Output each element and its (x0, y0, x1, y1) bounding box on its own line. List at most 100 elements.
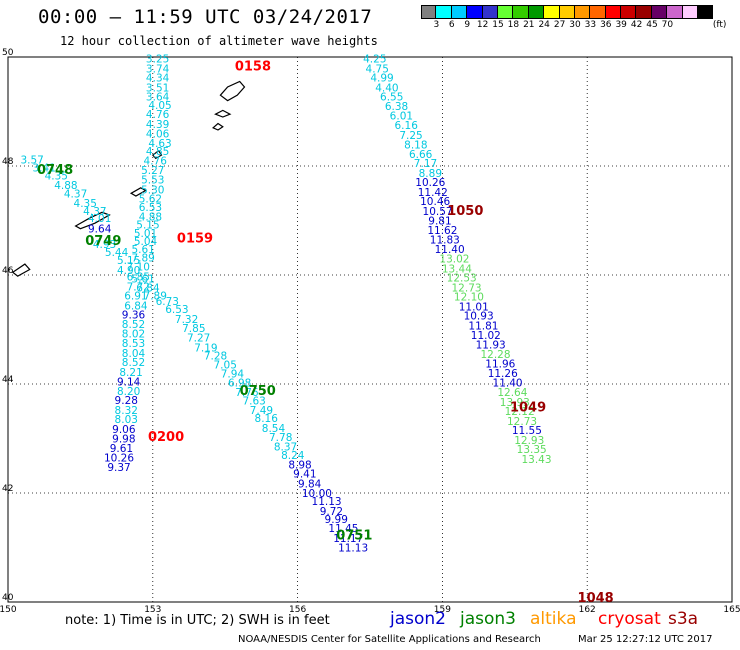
pass-time-label: 0748 (37, 163, 73, 178)
wave-height-value: 6.73 (156, 296, 179, 308)
satellite-name: jason2 (390, 609, 446, 629)
wave-height-value: 5.30 (141, 184, 164, 196)
wave-height-value: 10.26 (104, 452, 134, 464)
legend-label: 36 (600, 20, 612, 30)
wave-height-value: 5.44 (105, 247, 129, 259)
legend-swatch (621, 5, 637, 19)
legend-swatch (436, 5, 452, 19)
wave-height-value: 13.44 (442, 263, 472, 275)
wave-height-value: 9.28 (115, 395, 138, 407)
wave-height-value: 11.01 (459, 301, 489, 313)
legend-swatch (544, 5, 560, 19)
wave-height-value: 13.43 (521, 454, 551, 466)
legend-swatch (467, 5, 483, 19)
wave-height-value: 8.24 (281, 450, 305, 462)
wave-height-value: 10.26 (415, 177, 445, 189)
land-outline (151, 149, 163, 160)
legend-label: 39 (615, 20, 627, 30)
wave-height-value: 11.81 (468, 321, 498, 333)
wave-height-value: 10.57 (423, 206, 453, 218)
legend-label: 18 (507, 20, 520, 30)
wave-height-value: 9.06 (112, 424, 136, 436)
legend-label: 70 (661, 20, 674, 30)
lat-tick-label: 44 (2, 375, 14, 385)
wave-height-value: 12.73 (507, 416, 537, 428)
wave-height-value: 11.40 (435, 244, 465, 256)
legend-swatch (636, 5, 652, 19)
legend-label: 45 (646, 20, 658, 30)
wave-height-value: 7.89 (131, 252, 154, 264)
lat-tick-label: 40 (2, 593, 14, 603)
wave-height-value: 4.25 (363, 53, 386, 65)
wave-height-value: 8.21 (119, 367, 142, 379)
wave-height-value: 9.99 (325, 514, 348, 526)
wave-height-value: 11.02 (471, 330, 501, 342)
wave-height-value: 6.85 (127, 271, 150, 283)
map-subtitle: 12 hour collection of altimeter wave hei… (60, 34, 378, 48)
satellite-name: cryosat (598, 609, 661, 629)
wave-height-value: 4.93 (93, 239, 116, 251)
wave-height-value: 4.37 (83, 206, 106, 218)
wave-height-value: 7.72 (127, 281, 150, 293)
legend-label: 42 (630, 20, 643, 30)
wave-height-value: 9.36 (122, 310, 146, 322)
wave-height-value: 4.05 (148, 100, 171, 112)
wave-height-value: 4.76 (146, 109, 170, 121)
land-outline (214, 109, 232, 118)
wave-height-value: 4.40 (375, 82, 398, 94)
map-frame (7, 56, 733, 603)
lat-tick-label: 46 (2, 266, 14, 276)
lat-tick-label: 50 (2, 48, 14, 58)
footer-note: note: 1) Time is in UTC; 2) SWH is in fe… (65, 613, 330, 628)
wave-height-value: 7.10 (127, 262, 150, 274)
wave-height-value: 9.72 (320, 506, 343, 518)
legend-labels: 3 6 9 12 15 18 21 24 27 30 33 36 39 42 45 70 (ft) (421, 19, 727, 31)
wave-height-value: 4.99 (370, 73, 393, 85)
legend-label: 15 (492, 20, 504, 30)
wave-height-value: 13.93 (500, 397, 530, 409)
wave-height-value: 4.35 (45, 171, 68, 183)
wave-height-value: 11.93 (476, 340, 506, 352)
legend-swatch (421, 5, 437, 19)
wave-height-value: 8.03 (115, 414, 138, 426)
legend-swatch (605, 5, 622, 19)
wave-height-value: 7.27 (187, 332, 210, 344)
satellite-name: s3a (668, 609, 699, 629)
legend-unit: (ft) (712, 20, 727, 30)
legend-label: 33 (584, 20, 597, 30)
wave-height-value: 8.52 (122, 319, 145, 331)
wave-height-value: 4.37 (64, 189, 87, 201)
wave-height-value: 6.38 (385, 101, 408, 113)
wave-height-value: 6.55 (380, 92, 403, 104)
wave-height-value: 4.75 (366, 63, 389, 75)
wave-height-value: 5.15 (136, 220, 159, 232)
wave-height-value: 6.84 (136, 282, 160, 294)
wave-height-value: 8.54 (262, 423, 286, 435)
wave-height-value: 3.74 (146, 63, 170, 75)
wave-height-value: 5.62 (139, 194, 162, 206)
wave-height-value: 7.85 (182, 323, 205, 335)
legend-label: 24 (538, 20, 550, 30)
pass-time-label: 1048 (578, 591, 614, 606)
wave-height-value: 4.34 (146, 73, 170, 85)
wave-height-value: 4.76 (144, 155, 168, 167)
wave-height-value: 4.85 (146, 146, 169, 158)
land-outline (74, 211, 111, 230)
legend-swatch (574, 5, 591, 19)
wave-height-value: 10.00 (302, 488, 332, 500)
wave-height-value: 4.90 (117, 265, 140, 277)
wave-height-value: 12.12 (505, 406, 535, 418)
wave-height-value: 11.26 (488, 368, 518, 380)
wave-height-value: 6.53 (139, 202, 162, 214)
wave-height-value: 4.88 (54, 180, 77, 192)
legend-swatch (513, 5, 529, 19)
wave-height-value: 6.53 (165, 304, 188, 316)
legend-swatch (698, 5, 714, 19)
lon-tick-label: 153 (144, 605, 161, 615)
wave-height-value: 3.64 (146, 92, 170, 104)
lat-tick-label: 48 (2, 157, 14, 167)
wave-height-value: 12.73 (452, 282, 482, 294)
legend-label: 6 (448, 20, 455, 30)
wave-height-value: 7.63 (242, 396, 265, 408)
